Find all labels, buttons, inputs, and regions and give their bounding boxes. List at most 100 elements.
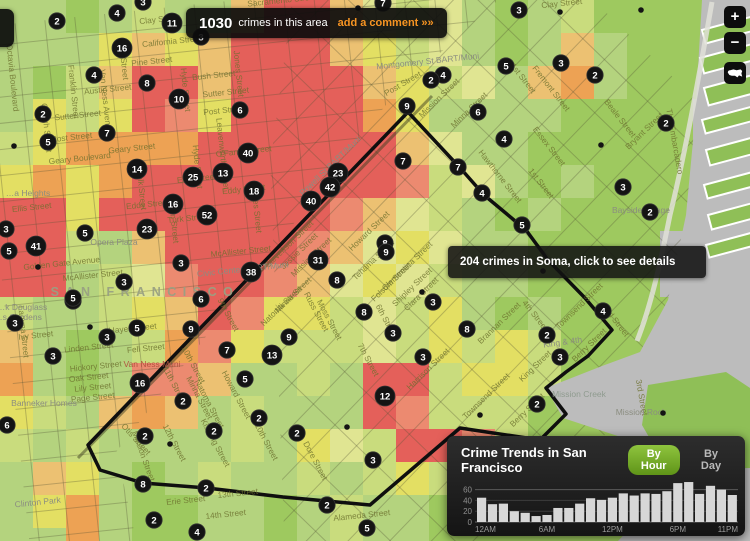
crime-count-marker[interactable]: 18: [243, 180, 265, 202]
crime-count-marker[interactable]: 5: [497, 57, 515, 75]
crime-count-marker[interactable]: 16: [129, 372, 151, 394]
crime-dot[interactable]: [557, 9, 563, 15]
crime-count-marker[interactable]: 40: [300, 190, 322, 212]
crime-count-marker[interactable]: 5: [128, 319, 146, 337]
crime-count-marker[interactable]: 2: [318, 496, 336, 514]
add-comment-link[interactable]: add a comment »»: [337, 17, 434, 29]
crime-count-marker[interactable]: 23: [136, 218, 158, 240]
crime-count-marker[interactable]: 42: [319, 176, 341, 198]
crime-count-marker[interactable]: 8: [458, 320, 476, 338]
crime-count-marker[interactable]: 2: [250, 409, 268, 427]
crime-count-marker[interactable]: 13: [212, 162, 234, 184]
soma-crime-tooltip[interactable]: 204 crimes in Soma, click to see details: [448, 246, 706, 278]
crime-count-marker[interactable]: 3: [6, 314, 24, 332]
crime-count-marker[interactable]: 3: [134, 0, 152, 11]
crime-count-marker[interactable]: 5: [64, 289, 82, 307]
crime-count-marker[interactable]: 4: [594, 302, 612, 320]
crime-count-marker[interactable]: 5: [358, 519, 376, 537]
crime-count-marker[interactable]: 2: [145, 511, 163, 529]
crime-count-marker[interactable]: 25: [182, 166, 204, 188]
crime-count-marker[interactable]: 2: [641, 203, 659, 221]
crime-count-marker[interactable]: 11: [161, 12, 183, 34]
crime-count-marker[interactable]: 7: [98, 124, 116, 142]
crime-count-marker[interactable]: 14: [126, 158, 148, 180]
crime-count-marker[interactable]: 3: [614, 178, 632, 196]
zoom-out-button[interactable]: −: [724, 32, 746, 54]
crime-count-marker[interactable]: 52: [196, 204, 218, 226]
crime-count-marker[interactable]: 8: [355, 303, 373, 321]
crime-count-marker[interactable]: 2: [174, 392, 192, 410]
crime-count-marker[interactable]: 7: [218, 341, 236, 359]
crime-count-marker[interactable]: 16: [111, 37, 133, 59]
crime-count-marker[interactable]: 7: [449, 158, 467, 176]
crime-count-marker[interactable]: 4: [108, 4, 126, 22]
crime-count-marker[interactable]: 3: [172, 254, 190, 272]
crime-count-marker[interactable]: 4: [85, 66, 103, 84]
crime-count-marker[interactable]: 5: [39, 133, 57, 151]
crime-count-marker[interactable]: 3: [510, 1, 528, 19]
crime-dot[interactable]: [598, 142, 604, 148]
crime-count-marker[interactable]: 5: [0, 242, 18, 260]
crime-count-marker[interactable]: 4: [473, 184, 491, 202]
crime-dot[interactable]: [35, 264, 41, 270]
crime-count-marker[interactable]: 9: [377, 243, 395, 261]
crime-count-marker[interactable]: 7: [394, 152, 412, 170]
crime-count-marker[interactable]: 3: [115, 273, 133, 291]
crime-count-marker[interactable]: 6: [469, 103, 487, 121]
crime-dot[interactable]: [87, 324, 93, 330]
crime-dot[interactable]: [344, 424, 350, 430]
crime-count-marker[interactable]: 9: [280, 328, 298, 346]
by-day-toggle[interactable]: By Day: [687, 445, 735, 475]
crime-count-marker[interactable]: 2: [657, 114, 675, 132]
crime-dot[interactable]: [477, 412, 483, 418]
crime-count-marker[interactable]: 2: [422, 71, 440, 89]
crime-count-marker[interactable]: 6: [0, 416, 16, 434]
crime-count-marker[interactable]: 5: [236, 370, 254, 388]
crime-count-marker[interactable]: 3: [44, 347, 62, 365]
crime-count-marker[interactable]: 2: [48, 12, 66, 30]
crime-count-marker[interactable]: 12: [374, 385, 396, 407]
crime-count-marker[interactable]: 3: [364, 451, 382, 469]
crime-count-marker[interactable]: 2: [528, 395, 546, 413]
usa-overview-button[interactable]: [724, 62, 746, 84]
crime-count-marker[interactable]: 3: [414, 348, 432, 366]
crime-count-marker[interactable]: 10: [168, 88, 190, 110]
crime-dot[interactable]: [167, 441, 173, 447]
crime-count-marker[interactable]: 38: [240, 261, 262, 283]
soma-district-boundary[interactable]: [86, 110, 614, 507]
crime-dot[interactable]: [638, 7, 644, 13]
crime-count-marker[interactable]: 2: [538, 326, 556, 344]
zoom-in-button[interactable]: +: [724, 6, 746, 28]
crime-count-marker[interactable]: 2: [205, 422, 223, 440]
crime-count-marker[interactable]: 5: [76, 224, 94, 242]
crime-count-marker[interactable]: 9: [398, 97, 416, 115]
crime-dot[interactable]: [419, 289, 425, 295]
crime-count-marker[interactable]: 2: [288, 424, 306, 442]
crime-count-marker[interactable]: 8: [134, 475, 152, 493]
crime-count-marker[interactable]: 3: [0, 220, 15, 238]
crime-count-marker[interactable]: 13: [261, 344, 283, 366]
crime-count-marker[interactable]: 5: [513, 216, 531, 234]
crime-count-marker[interactable]: 3: [551, 348, 569, 366]
crime-count-marker[interactable]: 40: [237, 142, 259, 164]
crime-dot[interactable]: [660, 410, 666, 416]
crime-count-marker[interactable]: 4: [495, 130, 513, 148]
by-hour-toggle[interactable]: By Hour: [627, 445, 680, 475]
crime-count-marker[interactable]: 8: [328, 271, 346, 289]
crime-count-marker[interactable]: 3: [552, 54, 570, 72]
crime-count-marker[interactable]: 4: [188, 523, 206, 541]
crime-count-marker[interactable]: 6: [231, 101, 249, 119]
crime-count-marker[interactable]: 8: [138, 74, 156, 92]
crime-count-marker[interactable]: 16: [162, 193, 184, 215]
crime-count-marker[interactable]: 2: [586, 66, 604, 84]
crime-count-marker[interactable]: 2: [197, 479, 215, 497]
crime-count-marker[interactable]: 41: [25, 235, 47, 257]
crime-count-marker[interactable]: 3: [98, 328, 116, 346]
crime-count-marker[interactable]: 3: [424, 293, 442, 311]
crime-count-marker[interactable]: 9: [182, 320, 200, 338]
crime-count-marker[interactable]: 2: [34, 105, 52, 123]
crime-count-marker[interactable]: 2: [136, 427, 154, 445]
crime-dot[interactable]: [11, 143, 17, 149]
crime-count-marker[interactable]: 6: [192, 290, 210, 308]
